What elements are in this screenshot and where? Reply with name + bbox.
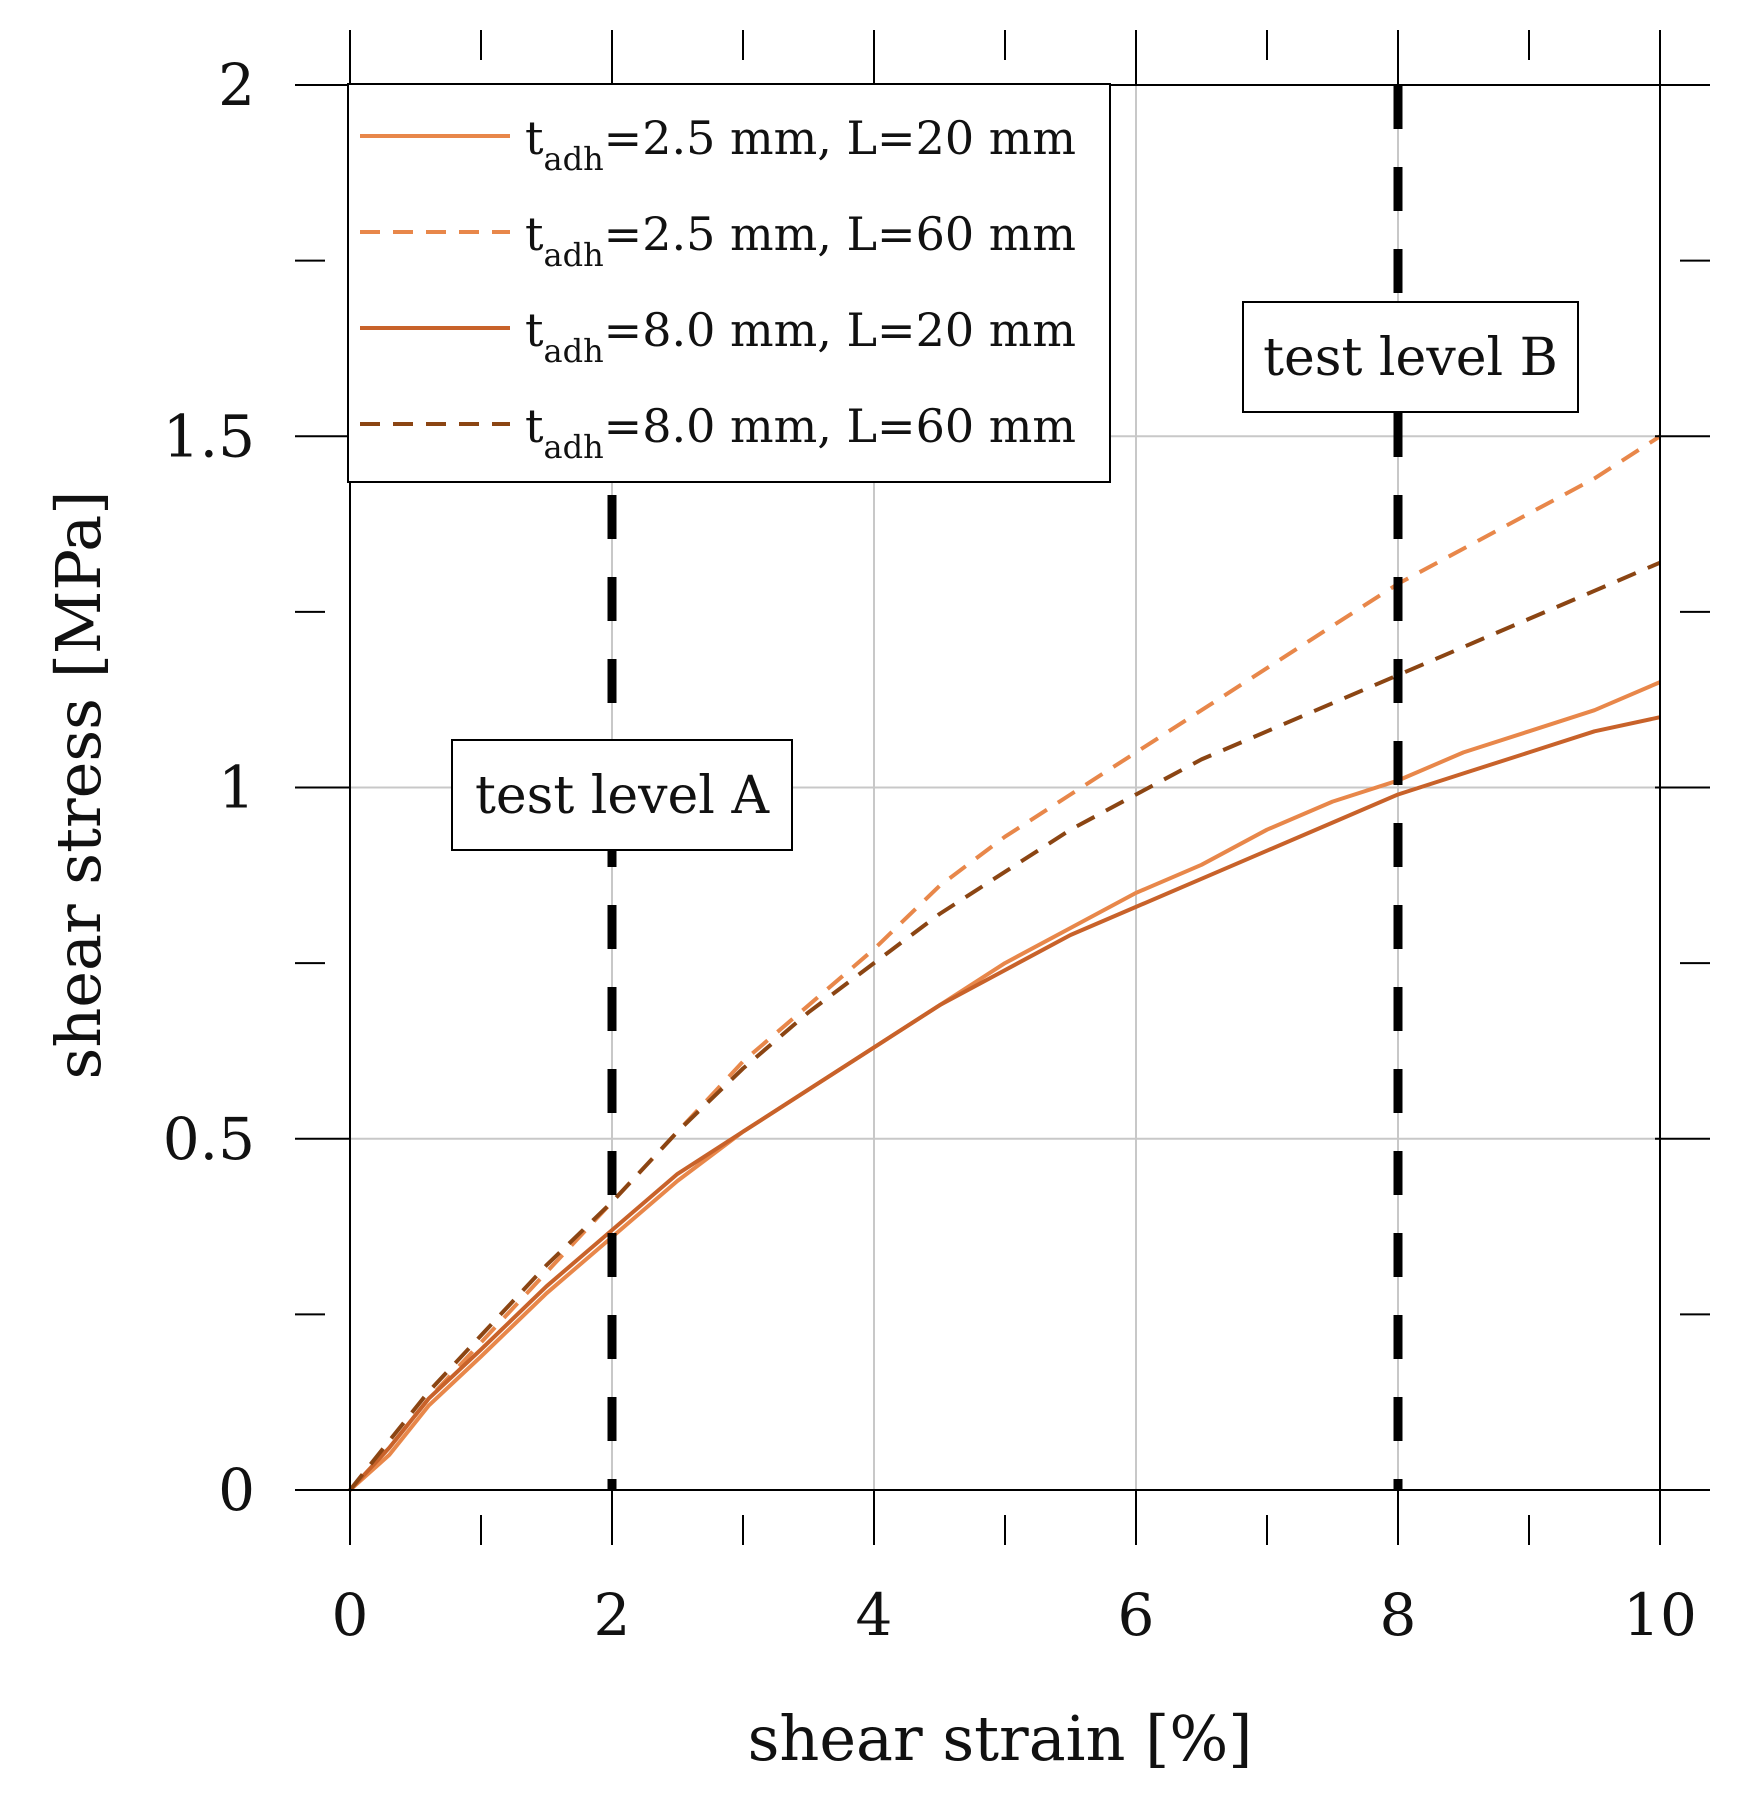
x-axis-label: shear strain [%] [748, 1702, 1253, 1775]
y-tick-label: 2 [218, 51, 255, 119]
x-tick-label: 10 [1623, 1581, 1697, 1649]
annotations: test level A test level B [451, 301, 1579, 851]
series-line-3 [348, 715, 1661, 1492]
legend-label: tadh=8.0 mm, L=60 mm [525, 399, 1076, 466]
legend-entry-3: tadh=8.0 mm, L=20 mm [360, 303, 1076, 370]
x-tick-label: 4 [856, 1581, 893, 1649]
y-tick-label: 0 [218, 1456, 255, 1524]
y-tick-label: 1 [218, 754, 255, 822]
annotation-a: test level A [451, 739, 793, 851]
tick-labels: 0 2 4 6 8 10 0 0.5 1 1.5 2 [163, 51, 1697, 1649]
annotation-box [1242, 301, 1579, 413]
test-level-lines [607, 85, 1403, 1490]
x-tick-label: 8 [1380, 1581, 1417, 1649]
series-lines [348, 434, 1662, 1492]
legend-entry-1: tadh=2.5 mm, L=20 mm [360, 111, 1076, 178]
annotation-text: test level B [1263, 328, 1558, 388]
legend-entry-2: tadh=2.5 mm, L=60 mm [360, 207, 1076, 274]
legend-label: tadh=2.5 mm, L=60 mm [525, 207, 1076, 274]
annotation-box [451, 739, 793, 851]
x-tick-label: 0 [332, 1581, 369, 1649]
legend-label: tadh=8.0 mm, L=20 mm [525, 303, 1076, 370]
legend-label: tadh=2.5 mm, L=20 mm [525, 111, 1076, 178]
legend-entry-4: tadh=8.0 mm, L=60 mm [360, 399, 1076, 466]
y-tick-label: 0.5 [163, 1105, 255, 1173]
annotation-text: test level A [475, 766, 770, 826]
x-tick-label: 6 [1118, 1581, 1155, 1649]
series-line-2 [348, 434, 1662, 1492]
series-line-1 [348, 680, 1661, 1492]
legend: tadh=2.5 mm, L=20 mm tadh=2.5 mm, L=60 mm… [347, 83, 1111, 483]
y-tick-label: 1.5 [163, 402, 255, 470]
x-tick-label: 2 [594, 1581, 631, 1649]
y-axis-label: shear stress [MPa] [42, 491, 115, 1080]
series-line-4 [348, 560, 1661, 1492]
annotation-b: test level B [1242, 301, 1579, 413]
legend-box [347, 83, 1111, 483]
